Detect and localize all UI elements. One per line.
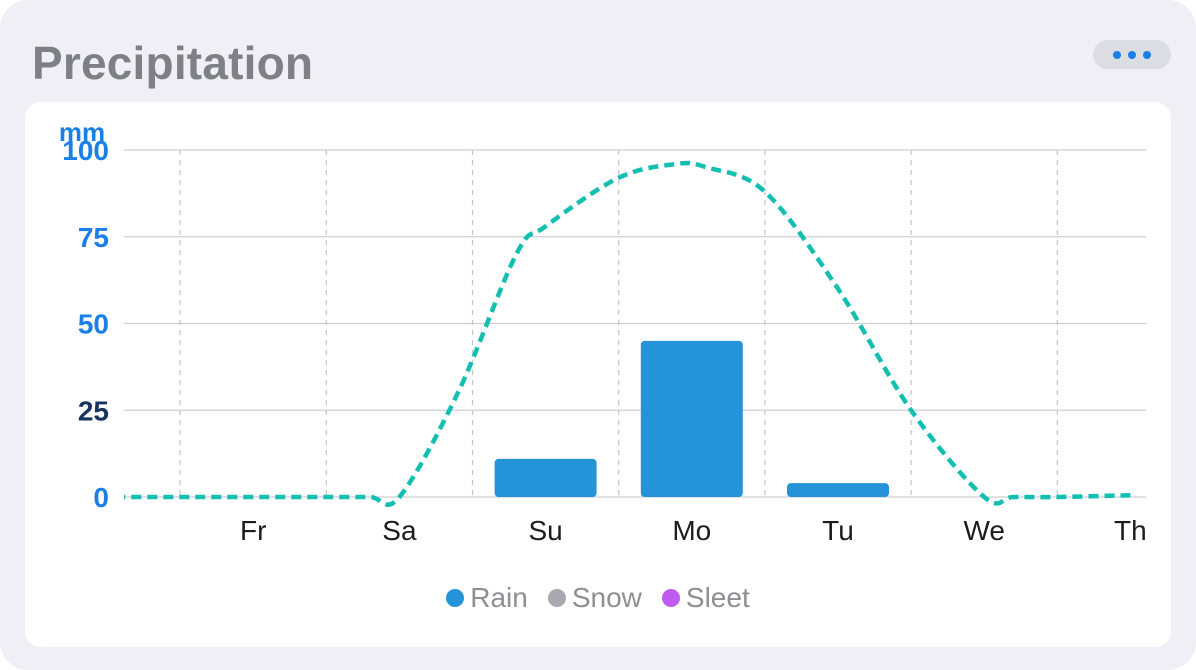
y-tick-label: 50 xyxy=(78,309,109,340)
y-tick-label: 25 xyxy=(78,395,109,426)
x-tick-label: Tu xyxy=(822,515,854,546)
legend-label: Rain xyxy=(470,582,528,613)
chart-legend: Rain Snow Sleet xyxy=(0,582,1196,614)
more-options-button[interactable] xyxy=(1093,40,1171,69)
x-tick-label: Su xyxy=(528,515,562,546)
legend-label: Sleet xyxy=(685,582,750,613)
legend-label: Snow xyxy=(571,582,642,613)
more-dot-icon xyxy=(1128,50,1136,59)
legend-item-rain: Rain xyxy=(446,582,528,614)
rain-bar xyxy=(494,458,597,497)
legend-item-snow: Snow xyxy=(547,582,642,614)
x-tick-label: Sa xyxy=(382,515,417,546)
legend-dot-icon xyxy=(547,589,566,607)
probability-line xyxy=(124,160,1131,507)
x-tick-label: Mo xyxy=(672,515,711,546)
rain-bar xyxy=(640,340,743,497)
more-dot-icon xyxy=(1143,50,1151,59)
y-tick-label: 75 xyxy=(78,222,109,253)
rain-bar xyxy=(787,483,889,497)
x-tick-label: Fr xyxy=(240,515,266,546)
legend-dot-icon xyxy=(446,589,465,607)
widget-title: Precipitation xyxy=(32,37,314,89)
y-tick-label: 0 xyxy=(93,482,109,513)
x-tick-label: Th xyxy=(1114,515,1147,546)
y-tick-label: 100 xyxy=(62,135,109,166)
legend-dot-icon xyxy=(661,589,680,607)
more-dot-icon xyxy=(1113,50,1121,59)
chart-card xyxy=(25,102,1171,647)
x-tick-label: Th xyxy=(91,515,124,546)
x-tick-label: We xyxy=(963,515,1005,546)
y-axis-unit: mm xyxy=(59,117,105,147)
legend-item-sleet: Sleet xyxy=(661,582,750,614)
